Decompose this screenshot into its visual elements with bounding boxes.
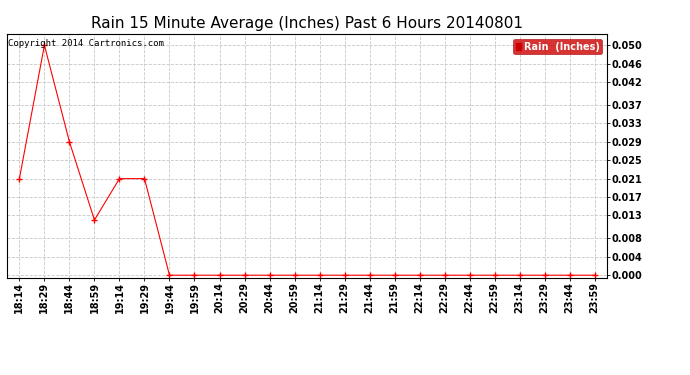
Rain  (Inches) <box>491 273 499 278</box>
Rain  (Inches) <box>115 176 124 181</box>
Rain  (Inches) <box>466 273 474 278</box>
Line: Rain  (Inches): Rain (Inches) <box>17 42 598 278</box>
Text: Copyright 2014 Cartronics.com: Copyright 2014 Cartronics.com <box>8 39 164 48</box>
Rain  (Inches) <box>440 273 449 278</box>
Legend: Rain  (Inches): Rain (Inches) <box>513 39 602 54</box>
Rain  (Inches) <box>140 176 148 181</box>
Rain  (Inches) <box>566 273 574 278</box>
Rain  (Inches) <box>340 273 348 278</box>
Rain  (Inches) <box>66 140 74 144</box>
Rain  (Inches) <box>591 273 599 278</box>
Rain  (Inches) <box>15 176 23 181</box>
Rain  (Inches) <box>290 273 299 278</box>
Rain  (Inches) <box>90 218 99 222</box>
Rain  (Inches) <box>215 273 224 278</box>
Rain  (Inches) <box>166 273 174 278</box>
Rain  (Inches) <box>40 43 48 48</box>
Rain  (Inches) <box>266 273 274 278</box>
Rain  (Inches) <box>366 273 374 278</box>
Rain  (Inches) <box>515 273 524 278</box>
Rain  (Inches) <box>190 273 199 278</box>
Title: Rain 15 Minute Average (Inches) Past 6 Hours 20140801: Rain 15 Minute Average (Inches) Past 6 H… <box>91 16 523 31</box>
Rain  (Inches) <box>240 273 248 278</box>
Rain  (Inches) <box>415 273 424 278</box>
Rain  (Inches) <box>391 273 399 278</box>
Rain  (Inches) <box>315 273 324 278</box>
Rain  (Inches) <box>540 273 549 278</box>
